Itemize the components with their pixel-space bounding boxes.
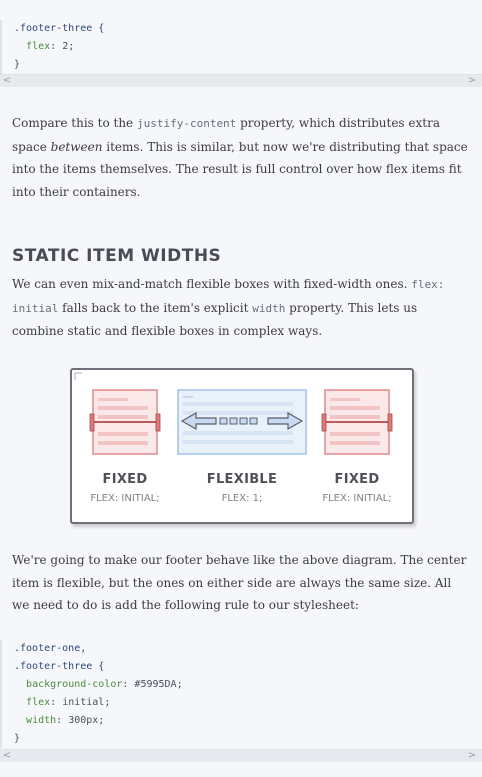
- paragraph: We're going to make our footer behave li…: [12, 549, 472, 617]
- horizontal-scrollbar[interactable]: < >: [0, 749, 482, 762]
- code-line: .footer-three {: [2, 20, 482, 38]
- code-block-top: .footer-three { flex: 2; }: [0, 20, 482, 74]
- code-colon: :: [50, 41, 62, 52]
- code-property: flex: [26, 41, 50, 52]
- diagram-label-fixed-right: FIXED: [317, 472, 397, 487]
- code-value: initial;: [62, 697, 110, 708]
- code-property: width: [26, 715, 56, 726]
- diagram-sub-flexible: FLEX: 1;: [192, 493, 292, 504]
- code-property: flex: [26, 697, 50, 708]
- text: falls back to the item's explicit: [58, 301, 252, 315]
- code-line: }: [2, 56, 482, 74]
- code-selector: .footer-one,: [14, 643, 86, 654]
- code-line: width: 300px;: [2, 712, 482, 730]
- code-brace: }: [14, 59, 20, 70]
- code-colon: :: [50, 697, 62, 708]
- code-colon: :: [122, 679, 134, 690]
- horizontal-scrollbar[interactable]: < >: [0, 74, 482, 87]
- section-heading: STATIC ITEM WIDTHS: [12, 246, 221, 266]
- paragraph: Compare this to the justify-content prop…: [12, 112, 472, 203]
- code-line: .footer-one,: [2, 640, 482, 658]
- diagram-label-fixed-left: FIXED: [85, 472, 165, 487]
- code-line: .footer-three {: [2, 658, 482, 676]
- flex-diagram: FIXED FLEX: INITIAL; FLEXIBLE FLEX: 1; F…: [70, 368, 414, 524]
- code-brace: }: [14, 733, 20, 744]
- scroll-right-icon[interactable]: >: [466, 750, 478, 763]
- code-line: }: [2, 730, 482, 748]
- scroll-left-icon[interactable]: <: [1, 750, 13, 763]
- scroll-right-icon[interactable]: >: [466, 75, 478, 88]
- text: We're going to make our footer behave li…: [12, 553, 466, 612]
- inline-code: justify-content: [137, 117, 236, 130]
- code-line: background-color: #5995DA;: [2, 676, 482, 694]
- text: We can even mix-and-match flexible boxes…: [12, 277, 411, 291]
- code-colon: :: [56, 715, 68, 726]
- code-value: #5995DA;: [134, 679, 182, 690]
- code-line: flex: initial;: [2, 694, 482, 712]
- inline-code: width: [252, 302, 285, 315]
- code-value: 2;: [62, 41, 74, 52]
- corner-mark-icon: [75, 373, 82, 380]
- diagram-sub-fixed-right: FLEX: INITIAL;: [307, 493, 407, 504]
- diagram-sub-fixed-left: FLEX: INITIAL;: [75, 493, 175, 504]
- code-selector: .footer-three {: [14, 23, 104, 34]
- code-property: background-color: [26, 679, 122, 690]
- code-line: flex: 2;: [2, 38, 482, 56]
- code-selector: .footer-three {: [14, 661, 104, 672]
- code-block-bottom: .footer-one, .footer-three { background-…: [0, 640, 482, 748]
- scroll-left-icon[interactable]: <: [1, 75, 13, 88]
- code-value: 300px;: [68, 715, 104, 726]
- emphasis: between: [51, 140, 103, 154]
- text: Compare this to the: [12, 116, 137, 130]
- paragraph: We can even mix-and-match flexible boxes…: [12, 273, 472, 343]
- diagram-label-flexible: FLEXIBLE: [192, 472, 292, 487]
